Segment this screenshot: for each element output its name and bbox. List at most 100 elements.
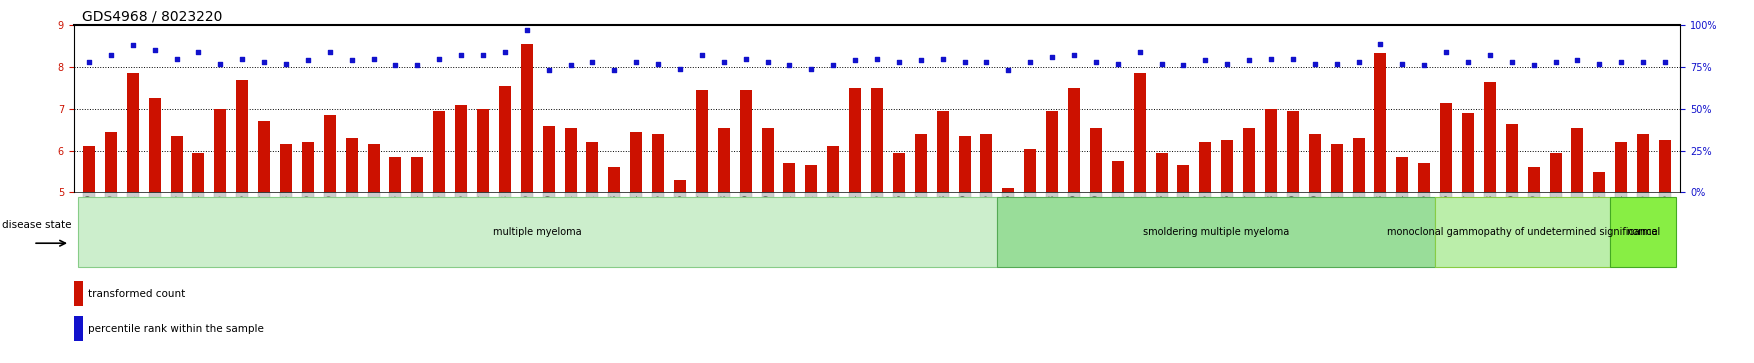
- Bar: [937, 111, 949, 192]
- Point: [1410, 62, 1438, 68]
- Bar: [805, 165, 817, 192]
- Point: [623, 59, 651, 65]
- Point: [207, 61, 235, 67]
- Bar: [542, 126, 554, 192]
- Point: [1366, 41, 1394, 47]
- Point: [468, 53, 496, 58]
- Bar: [828, 147, 838, 192]
- Point: [163, 56, 191, 62]
- Bar: [82, 147, 95, 192]
- Text: disease state: disease state: [2, 220, 72, 230]
- Bar: [1572, 128, 1584, 192]
- Point: [1214, 61, 1242, 67]
- Bar: [324, 115, 335, 192]
- Text: multiple myeloma: multiple myeloma: [493, 227, 582, 237]
- Point: [447, 53, 475, 58]
- Bar: [872, 88, 882, 192]
- Bar: [1244, 128, 1256, 192]
- Bar: [281, 144, 291, 192]
- Bar: [717, 128, 730, 192]
- Bar: [389, 157, 402, 192]
- Bar: [1484, 82, 1496, 192]
- Bar: [849, 88, 861, 192]
- Text: smoldering multiple myeloma: smoldering multiple myeloma: [1144, 227, 1289, 237]
- FancyBboxPatch shape: [1435, 197, 1610, 267]
- Point: [512, 28, 540, 33]
- Point: [754, 59, 782, 65]
- Point: [1191, 58, 1219, 64]
- Point: [184, 49, 212, 55]
- Bar: [674, 180, 686, 192]
- Bar: [980, 134, 993, 192]
- Bar: [477, 109, 489, 192]
- Point: [491, 49, 519, 55]
- Point: [316, 49, 344, 55]
- Point: [710, 59, 738, 65]
- Point: [1301, 61, 1330, 67]
- Point: [403, 62, 431, 68]
- Point: [1235, 58, 1263, 64]
- Bar: [1045, 111, 1058, 192]
- Bar: [1024, 148, 1037, 192]
- Point: [1475, 53, 1503, 58]
- Bar: [302, 142, 314, 192]
- Point: [272, 61, 300, 67]
- Point: [1586, 61, 1614, 67]
- Bar: [1156, 153, 1168, 192]
- Point: [140, 48, 168, 53]
- Bar: [1002, 188, 1014, 192]
- Text: monoclonal gammopathy of undetermined significance: monoclonal gammopathy of undetermined si…: [1387, 227, 1658, 237]
- Bar: [893, 153, 905, 192]
- Bar: [193, 153, 205, 192]
- Bar: [1177, 165, 1189, 192]
- Bar: [565, 128, 577, 192]
- Point: [360, 56, 388, 62]
- Bar: [1593, 172, 1605, 192]
- Point: [295, 58, 323, 64]
- Point: [1082, 59, 1110, 65]
- Bar: [1133, 73, 1145, 192]
- Point: [1629, 59, 1658, 65]
- Point: [688, 53, 716, 58]
- Bar: [1463, 113, 1473, 192]
- Point: [731, 56, 759, 62]
- Bar: [958, 136, 970, 192]
- Bar: [74, 316, 84, 341]
- Point: [119, 42, 147, 48]
- Bar: [1505, 123, 1517, 192]
- Bar: [1287, 111, 1300, 192]
- Point: [667, 66, 695, 72]
- Point: [381, 62, 409, 68]
- Bar: [126, 73, 139, 192]
- Bar: [214, 109, 226, 192]
- Bar: [1265, 109, 1277, 192]
- Point: [251, 59, 279, 65]
- Bar: [346, 138, 358, 192]
- Bar: [1112, 161, 1124, 192]
- FancyBboxPatch shape: [998, 197, 1435, 267]
- Point: [337, 58, 365, 64]
- Bar: [1528, 167, 1540, 192]
- Point: [951, 59, 979, 65]
- Bar: [149, 98, 161, 192]
- Bar: [1068, 88, 1080, 192]
- Point: [1498, 59, 1526, 65]
- Bar: [609, 167, 621, 192]
- Bar: [170, 136, 182, 192]
- Bar: [1089, 128, 1102, 192]
- Point: [644, 61, 672, 67]
- Point: [1103, 61, 1131, 67]
- Bar: [1375, 53, 1386, 192]
- Point: [556, 62, 584, 68]
- Bar: [498, 86, 510, 192]
- Bar: [652, 134, 665, 192]
- Point: [1038, 54, 1066, 60]
- Point: [75, 59, 103, 65]
- Point: [1279, 56, 1307, 62]
- Point: [1563, 58, 1591, 64]
- Point: [995, 68, 1023, 73]
- Bar: [521, 44, 533, 192]
- Text: normal: normal: [1626, 227, 1661, 237]
- Bar: [105, 132, 118, 192]
- Point: [1258, 56, 1286, 62]
